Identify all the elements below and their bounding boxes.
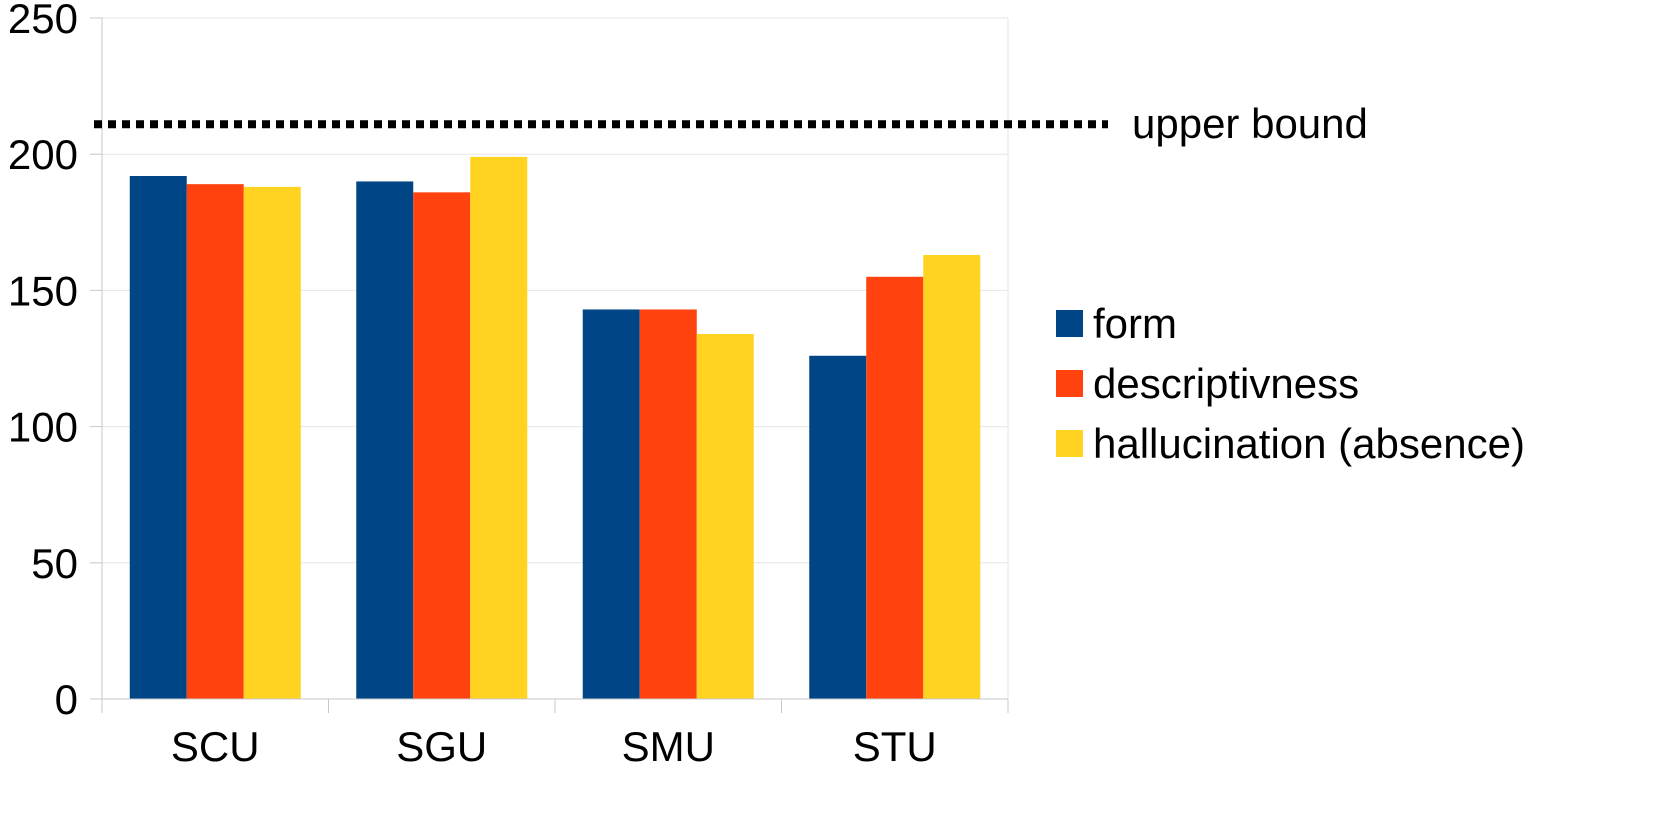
upper-bound-label: upper bound — [1132, 100, 1368, 147]
bars — [129, 156, 981, 699]
legend-swatch-form — [1056, 310, 1083, 337]
bar-hallucination-smu — [696, 333, 754, 699]
bar-hallucination-stu — [923, 254, 981, 699]
reference-line-group: upper bound — [94, 100, 1368, 147]
bar-form-smu — [582, 309, 640, 699]
bar-form-scu — [129, 175, 187, 699]
legend: form descriptivness hallucination (absence… — [1056, 300, 1525, 467]
legend-label-form: form — [1093, 300, 1177, 347]
legend-swatch-descriptivness — [1056, 370, 1083, 397]
bar-descriptivness-sgu — [413, 192, 471, 699]
y-tick-label: 200 — [8, 131, 78, 178]
y-tick-label: 250 — [8, 0, 78, 42]
bar-hallucination-scu — [243, 186, 301, 699]
legend-label-descriptivness: descriptivness — [1093, 360, 1359, 407]
x-category-label: SGU — [396, 723, 487, 770]
bar-descriptivness-stu — [866, 276, 924, 699]
legend-swatch-hallucination — [1056, 430, 1083, 457]
x-category-label: SCU — [171, 723, 260, 770]
bar-form-stu — [809, 355, 867, 699]
y-tick-label: 50 — [31, 540, 78, 587]
x-category-label: STU — [853, 723, 937, 770]
axes: 0 50 100 150 200 250 SCU SGU SMU STU — [8, 0, 1009, 770]
y-tick-label: 150 — [8, 267, 78, 314]
x-category-label: SMU — [622, 723, 715, 770]
bar-descriptivness-smu — [639, 309, 697, 699]
bar-form-sgu — [356, 181, 414, 699]
y-tick-label: 0 — [55, 676, 78, 723]
bar-hallucination-sgu — [470, 156, 528, 699]
bar-descriptivness-scu — [186, 184, 244, 699]
legend-label-hallucination: hallucination (absence) — [1093, 420, 1525, 467]
y-tick-label: 100 — [8, 404, 78, 451]
